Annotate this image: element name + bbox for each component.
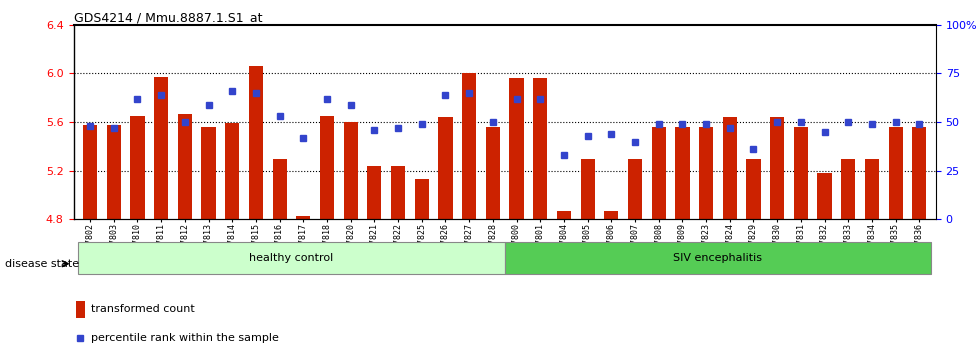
Bar [652, 127, 665, 219]
Bar [154, 77, 169, 219]
Bar [202, 127, 216, 219]
Bar [557, 211, 571, 219]
Bar [76, 301, 84, 318]
Bar [794, 127, 808, 219]
Text: healthy control: healthy control [249, 253, 333, 263]
Text: GDS4214 / Mmu.8887.1.S1_at: GDS4214 / Mmu.8887.1.S1_at [74, 11, 262, 24]
Text: percentile rank within the sample: percentile rank within the sample [90, 333, 278, 343]
Bar [505, 242, 931, 274]
Bar [130, 116, 145, 219]
Bar [699, 127, 713, 219]
Text: disease state: disease state [5, 259, 79, 269]
Bar [912, 127, 926, 219]
Bar [415, 179, 429, 219]
Bar [319, 116, 334, 219]
Bar [225, 123, 239, 219]
Bar [675, 127, 690, 219]
Bar [296, 216, 311, 219]
Bar [438, 117, 453, 219]
Bar [605, 211, 618, 219]
Bar [391, 166, 405, 219]
Bar [107, 125, 121, 219]
Bar [83, 125, 97, 219]
Bar [722, 117, 737, 219]
Bar [78, 242, 505, 274]
Bar [272, 159, 287, 219]
Bar [747, 159, 760, 219]
Text: transformed count: transformed count [90, 304, 194, 314]
Bar [889, 127, 903, 219]
Bar [841, 159, 856, 219]
Bar [510, 78, 523, 219]
Bar [177, 114, 192, 219]
Bar [864, 159, 879, 219]
Text: SIV encephalitis: SIV encephalitis [673, 253, 762, 263]
Bar [462, 74, 476, 219]
Bar [368, 166, 381, 219]
Bar [533, 78, 548, 219]
Bar [628, 159, 642, 219]
Bar [486, 127, 500, 219]
Bar [249, 66, 263, 219]
Bar [344, 122, 358, 219]
Bar [580, 159, 595, 219]
Bar [817, 173, 832, 219]
Bar [770, 117, 784, 219]
